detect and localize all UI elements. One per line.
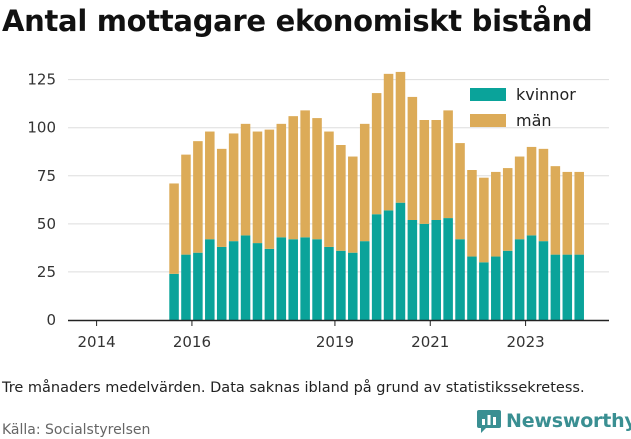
bar-kvinnor [228, 241, 239, 320]
bar-kvinnor [240, 235, 251, 320]
bar-kvinnor [193, 252, 203, 320]
x-tick-label: 2014 [78, 333, 116, 351]
bar-m-n [550, 166, 561, 255]
bar-m-n [169, 183, 179, 274]
bar-kvinnor [395, 202, 406, 320]
y-tick-label: 25 [37, 263, 56, 281]
bar-m-n [264, 129, 275, 249]
bar-kvinnor [252, 243, 263, 320]
bar-kvinnor [371, 214, 382, 320]
bar-m-n [467, 170, 477, 257]
bar-kvinnor [312, 239, 322, 320]
x-tick-label: 2019 [316, 333, 354, 351]
bar-m-n [443, 110, 453, 219]
bar-m-n [419, 120, 430, 224]
bar-m-n [276, 123, 287, 238]
bar-m-n [216, 148, 227, 247]
bar-kvinnor [181, 254, 191, 320]
bar-kvinnor [455, 239, 465, 320]
bar-kvinnor [383, 210, 394, 320]
bar-kvinnor [169, 273, 179, 320]
bar-m-n [240, 123, 251, 236]
brand-logo[interactable]: Newsworthy [476, 408, 631, 434]
y-axis: 0 25 50 75 100 125 [27, 71, 56, 329]
bar-kvinnor [491, 256, 501, 320]
bar-kvinnor [216, 246, 227, 320]
x-tick-label: 2016 [173, 333, 211, 351]
bars [169, 71, 584, 320]
bar-m-n [383, 73, 394, 211]
bar-kvinnor [264, 248, 275, 320]
brand-name: Newsworthy [506, 410, 631, 432]
source-text: Källa: Socialstyrelsen [2, 422, 151, 438]
bar-m-n [526, 146, 537, 236]
bar-kvinnor [538, 241, 549, 320]
bar-m-n [252, 131, 263, 244]
chart-note: Tre månaders medelvärden. Data saknas ib… [2, 380, 585, 396]
bar-kvinnor [514, 239, 525, 320]
bar-m-n [371, 93, 382, 215]
bar-m-n [491, 171, 501, 257]
bar-kvinnor [288, 239, 298, 320]
bar-kvinnor [574, 254, 584, 320]
y-tick-label: 100 [27, 119, 56, 137]
bar-kvinnor [300, 237, 310, 320]
bar-m-n [431, 120, 441, 220]
bar-m-n [359, 123, 370, 242]
chart-title: Antal mottagare ekonomiskt bistånd [2, 4, 593, 38]
bar-kvinnor [324, 246, 334, 320]
bar-m-n [562, 171, 573, 255]
bar-kvinnor [205, 239, 215, 320]
x-tick-label: 2021 [411, 333, 449, 351]
bar-kvinnor [359, 241, 370, 320]
y-tick-label: 125 [27, 71, 56, 89]
bar-m-n [205, 131, 215, 240]
y-tick-label: 0 [46, 311, 56, 329]
bar-kvinnor [431, 220, 441, 320]
x-tick-label: 2023 [506, 333, 544, 351]
legend: kvinnor män [470, 85, 576, 130]
bar-m-n [514, 156, 525, 240]
bar-m-n [479, 177, 489, 263]
bar-kvinnor [276, 237, 287, 320]
newsworthy-logo-icon [477, 410, 501, 433]
bar-kvinnor [419, 223, 430, 320]
bar-m-n [538, 148, 549, 242]
bar-m-n [455, 143, 465, 240]
bar-kvinnor [336, 250, 346, 320]
bar-m-n [228, 133, 239, 242]
y-tick-label: 75 [37, 167, 56, 185]
bar-kvinnor [562, 254, 573, 320]
bar-m-n [193, 141, 203, 253]
bar-kvinnor [550, 254, 561, 320]
bar-m-n [324, 131, 334, 247]
bar-m-n [574, 171, 584, 255]
bar-m-n [407, 96, 418, 220]
bar-m-n [288, 116, 298, 240]
bar-m-n [336, 145, 346, 251]
legend-label: män [516, 111, 552, 130]
legend-swatch [470, 88, 506, 101]
bar-kvinnor [526, 235, 537, 320]
bar-kvinnor [348, 252, 358, 320]
y-tick-label: 50 [37, 215, 56, 233]
legend-label: kvinnor [516, 85, 576, 104]
bar-m-n [348, 156, 358, 253]
bar-kvinnor [479, 262, 489, 320]
bar-m-n [502, 168, 513, 251]
bar-m-n [312, 118, 322, 240]
bar-kvinnor [467, 256, 477, 320]
bar-m-n [395, 71, 406, 203]
bar-kvinnor [502, 250, 513, 320]
bar-kvinnor [407, 220, 418, 320]
bar-m-n [181, 154, 191, 255]
x-axis: 2014 2016 2019 2021 2023 [68, 319, 609, 351]
bar-m-n [300, 110, 310, 238]
bar-kvinnor [443, 218, 453, 320]
legend-swatch [470, 114, 506, 127]
